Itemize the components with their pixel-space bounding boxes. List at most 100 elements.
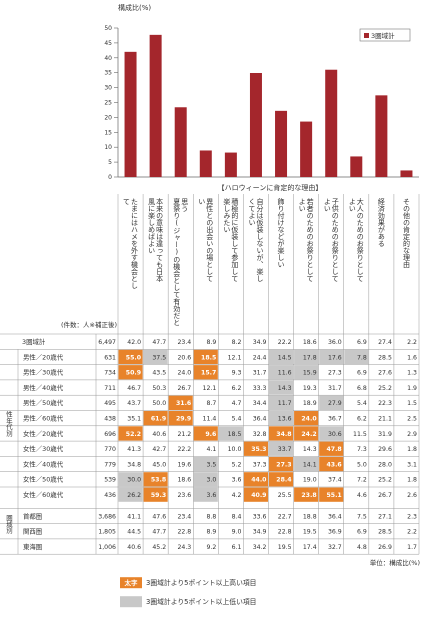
table-cell: 8.9 <box>206 529 216 536</box>
table-cell: 27.9 <box>328 400 342 407</box>
row-count: 631 <box>104 354 116 361</box>
table-cell: 25.2 <box>378 385 392 392</box>
table-cell: 18.6 <box>303 339 317 346</box>
cell-high-highlight <box>319 487 344 502</box>
table-cell: 1.8 <box>407 477 417 484</box>
table-cell: 33.7 <box>278 446 292 453</box>
table-cell: 7.3 <box>357 446 367 453</box>
table-cell: 21.2 <box>177 431 191 438</box>
table-cell: 37.4 <box>328 477 342 484</box>
cell-high-highlight <box>118 349 143 365</box>
bar <box>275 110 288 177</box>
bar <box>300 121 313 177</box>
table-cell: 34.2 <box>253 544 267 551</box>
y-tick-label: 30 <box>104 85 112 92</box>
table-cell: 1.5 <box>407 400 417 407</box>
table-cell: 4.8 <box>357 544 367 551</box>
table-cell: 25.5 <box>278 492 292 499</box>
table-cell: 34.9 <box>253 529 267 536</box>
table-cell: 25.2 <box>378 477 392 484</box>
table-cell: 6.9 <box>357 529 367 536</box>
table-cell: 20.6 <box>177 354 191 361</box>
table-cell: 12.1 <box>228 354 242 361</box>
table-cell: 5.2 <box>232 461 242 468</box>
bar <box>224 152 237 177</box>
y-tick-label: 5 <box>108 159 112 166</box>
table-cell: 6.2 <box>357 415 367 422</box>
y-tick-label: 15 <box>104 129 112 136</box>
table-cell: 1.3 <box>407 370 417 377</box>
category-heading-box <box>194 181 346 192</box>
table-cell: 23.4 <box>177 339 191 346</box>
table-cell: 3.1 <box>407 461 417 468</box>
category-label: い <box>198 198 206 205</box>
cell-high-highlight <box>193 426 218 441</box>
category-label: 本来の意味は違っても日本 <box>156 197 164 283</box>
category-label: 楽しみたい <box>223 197 231 233</box>
table-cell: 44.0 <box>251 477 267 484</box>
table-cell: 15.7 <box>201 370 216 377</box>
table-cell: 28.4 <box>276 477 292 484</box>
category-label: よい <box>298 198 306 212</box>
table-cell: 14.3 <box>303 446 317 453</box>
table-cell: 11.6 <box>278 370 292 377</box>
table-cell: 19.5 <box>278 544 292 551</box>
table-cell: 34.9 <box>253 339 267 346</box>
table-cell: 32.8 <box>253 431 267 438</box>
cell-low-highlight <box>294 349 319 365</box>
table-cell: 37.5 <box>152 354 166 361</box>
cell-low-highlight <box>143 349 168 365</box>
table-cell: 32.7 <box>328 544 342 551</box>
table-cell: 50.0 <box>152 400 166 407</box>
cell-high-highlight <box>269 426 294 441</box>
cell-high-highlight <box>143 472 168 487</box>
cell-low-highlight <box>269 365 294 380</box>
cell-high-highlight <box>269 456 294 472</box>
table-cell: 3.6 <box>206 492 216 499</box>
row-count: 6,497 <box>98 339 116 346</box>
bar <box>325 69 338 177</box>
cell-high-highlight <box>294 487 319 502</box>
cell-high-highlight <box>193 349 218 365</box>
table-cell: 45.2 <box>152 544 166 551</box>
bar <box>174 107 187 177</box>
table-cell: 7.5 <box>357 513 367 520</box>
table-cell: 47.8 <box>326 446 341 453</box>
table-cell: 8.9 <box>206 339 216 346</box>
y-tick-label: 35 <box>104 70 112 77</box>
table-cell: 24.0 <box>177 370 191 377</box>
table-cell: 27.1 <box>378 513 392 520</box>
table-cell: 4.2 <box>232 492 242 499</box>
table-cell: 11.5 <box>353 431 367 438</box>
table-cell: 30.0 <box>127 477 141 484</box>
table-cell: 33.3 <box>253 385 267 392</box>
row-label: 女性／40歳代 <box>23 459 64 468</box>
key-text: 3圏域計より5ポイント以上低い項目 <box>146 597 256 606</box>
table-cell: 35.1 <box>127 415 141 422</box>
row-count: 696 <box>104 431 116 438</box>
category-label: 風に楽しめばよい <box>148 198 156 254</box>
row-label: 関西圏 <box>23 528 42 536</box>
table-cell: 24.4 <box>253 354 267 361</box>
row-label: 男性／50歳代 <box>23 398 64 407</box>
table-cell: 31.9 <box>378 431 392 438</box>
key-high-swatch <box>120 577 142 589</box>
row-label: 男性／20歳代 <box>23 352 64 361</box>
table-cell: 26.2 <box>127 492 141 499</box>
cell-low-highlight <box>269 349 294 365</box>
table-cell: 61.9 <box>151 415 166 422</box>
cell-low-highlight <box>193 472 218 487</box>
row-label: 女性／30歳代 <box>23 444 64 453</box>
table-cell: 40.9 <box>251 492 266 499</box>
table-cell: 30.6 <box>328 431 342 438</box>
row-label: 3圏域計 <box>22 337 46 346</box>
table-cell: 29.6 <box>378 446 392 453</box>
table-cell: 47.7 <box>152 339 166 346</box>
legend-swatch <box>364 33 369 38</box>
category-label: よい <box>348 198 356 212</box>
table-cell: 2.9 <box>407 431 417 438</box>
table-cell: 36.7 <box>328 415 342 422</box>
row-count: 779 <box>104 461 116 468</box>
table-cell: 55.0 <box>126 354 142 361</box>
